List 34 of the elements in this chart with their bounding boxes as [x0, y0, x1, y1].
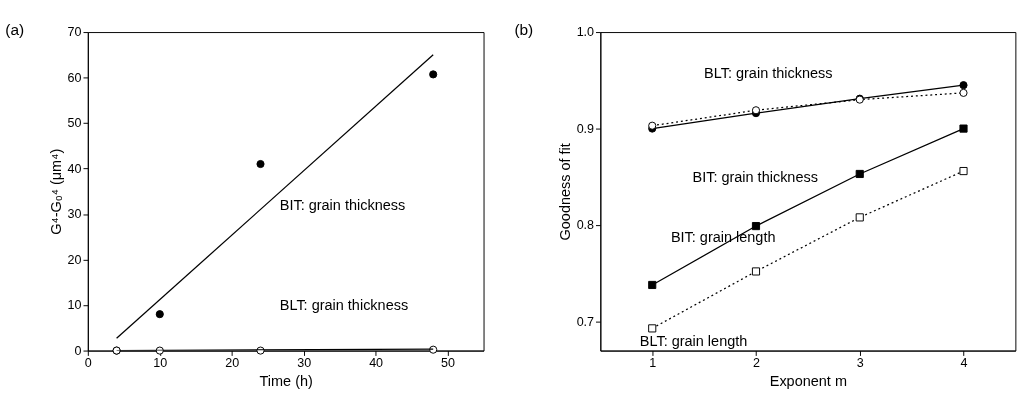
y-tick-label: 0.7 — [576, 314, 595, 329]
chart-title: (b) — [514, 20, 534, 38]
y-tick-label: 30 — [67, 207, 82, 222]
x-tick-label: 2 — [752, 356, 760, 371]
x-tick-label: 30 — [297, 356, 312, 371]
annotation: BIT: grain length — [670, 229, 776, 246]
y-tick-label: 20 — [67, 252, 82, 267]
annotation: BLT: grain length — [639, 333, 748, 350]
y-tick-label: 0.9 — [576, 121, 595, 136]
x-tick-label: 3 — [856, 356, 864, 371]
y-tick-label: 70 — [67, 25, 82, 40]
x-tick-label: 50 — [441, 356, 456, 371]
y-tick-label: 1.0 — [576, 25, 595, 40]
x-tick-label: 1 — [649, 356, 657, 371]
y-axis-title: Goodness of fit — [556, 143, 573, 241]
x-axis-title: Time (h) — [259, 372, 313, 389]
y-tick-label: 60 — [67, 70, 82, 85]
x-axis-title: Exponent m — [769, 372, 847, 389]
annotation: BIT: grain thickness — [692, 169, 818, 186]
annotation: BLT: grain thickness — [704, 65, 833, 82]
x-tick-label: 20 — [225, 356, 240, 371]
annotation: BLT: grain thickness — [279, 296, 409, 313]
x-tick-label: 0 — [84, 356, 92, 371]
y-tick-label: 10 — [67, 298, 82, 313]
y-tick-label: 50 — [67, 116, 82, 131]
y-tick-label: 0 — [74, 343, 82, 358]
x-tick-label: 40 — [369, 356, 384, 371]
y-axis-title: G⁴-G₀⁴ (μm⁴) — [47, 148, 64, 235]
x-tick-label: 4 — [960, 356, 968, 371]
y-tick-label: 40 — [67, 161, 82, 176]
chart-title: (a) — [5, 20, 25, 38]
x-tick-label: 10 — [153, 356, 168, 371]
annotation: BIT: grain thickness — [279, 197, 406, 214]
y-tick-label: 0.8 — [576, 218, 595, 233]
